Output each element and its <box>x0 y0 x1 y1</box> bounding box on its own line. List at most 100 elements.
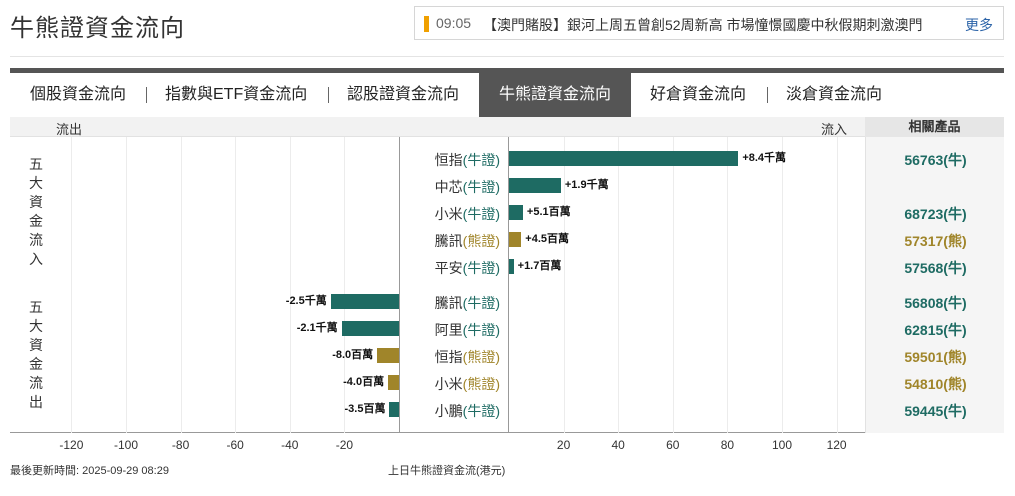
related-product-link[interactable]: 59445(牛) <box>904 403 967 419</box>
cbbc-type-tag: (熊證) <box>462 349 500 365</box>
flow-bar <box>509 259 514 274</box>
side-label-char: 資 <box>29 194 43 210</box>
x-tick-label: -40 <box>281 438 299 452</box>
side-label-char: 資 <box>29 337 43 353</box>
last-updated: 最後更新時間: 2025-09-29 08:29 <box>10 465 169 477</box>
stock-name[interactable]: 小米(牛證) <box>435 204 500 224</box>
chart-header: 流出 流入 相關產品 <box>10 117 1004 137</box>
cbbc-type-tag: (熊證) <box>462 233 500 249</box>
stock-name[interactable]: 恒指(熊證) <box>435 347 500 367</box>
products-header: 相關產品 <box>865 117 1004 137</box>
gridline <box>235 137 237 433</box>
stock-name[interactable]: 阿里(牛證) <box>435 320 500 340</box>
tab-cbbc-flow[interactable]: 牛熊證資金流向 <box>479 73 631 117</box>
stock-name-text: 中芯 <box>434 179 463 195</box>
x-tick-label: 60 <box>666 438 680 452</box>
flow-value-label: +1.7百萬 <box>517 260 562 272</box>
stock-name-text: 阿里 <box>434 322 463 338</box>
stock-name[interactable]: 平安(牛證) <box>435 258 500 278</box>
tab-separator <box>146 87 147 103</box>
flow-value-label: -2.5千萬 <box>285 295 327 307</box>
gridline <box>672 137 674 433</box>
x-tick-label: -100 <box>113 438 139 452</box>
x-tick-label: -20 <box>335 438 354 452</box>
related-product-link[interactable]: 57317(熊) <box>904 233 967 249</box>
flow-value-label: -4.0百萬 <box>343 376 385 388</box>
gridline <box>126 137 127 433</box>
flow-bar <box>509 205 523 220</box>
related-product-link[interactable]: 57568(牛) <box>904 260 967 276</box>
stock-name-text: 恒指 <box>434 349 463 365</box>
stock-name-text: 小米 <box>434 206 463 222</box>
side-label-char: 流 <box>29 232 43 248</box>
stock-name[interactable]: 小鵬(牛證) <box>435 401 500 421</box>
side-label-char: 五 <box>29 299 43 315</box>
stock-name-text: 小鵬 <box>434 403 463 419</box>
inflow-header: 流入 <box>821 122 848 137</box>
stock-name-text: 恒指 <box>434 152 463 168</box>
flow-bar <box>509 151 739 166</box>
flow-value-label: +1.9千萬 <box>564 179 609 191</box>
flow-value-label: +8.4千萬 <box>742 152 787 164</box>
side-label-char: 金 <box>29 356 43 372</box>
cbbc-type-tag: (牛證) <box>462 260 500 276</box>
flow-chart: 五大資金流入五大資金流出 -2.5千萬 -2.1千萬 -8.0百萬 -4.0百萬 -3.5… <box>10 137 1004 433</box>
flow-value-label: +5.1百萬 <box>526 206 571 218</box>
x-tick-label: -120 <box>59 438 84 452</box>
tabs-top-border <box>10 68 1004 73</box>
flow-bar <box>509 232 522 247</box>
related-product-link[interactable]: 59501(熊) <box>904 349 967 365</box>
flow-value-label: -8.0百萬 <box>332 349 374 361</box>
gridline <box>782 137 783 433</box>
title-divider <box>10 56 1004 57</box>
flow-value-label: -2.1千萬 <box>296 322 338 334</box>
gridline <box>289 137 291 433</box>
tab-warrant-flow[interactable]: 認股證資金流向 <box>347 86 460 103</box>
x-tick-label: 40 <box>611 438 625 452</box>
x-tick-label: -80 <box>171 438 190 452</box>
side-label-char: 大 <box>29 318 43 334</box>
tab-long-flow[interactable]: 好倉資金流向 <box>650 86 747 103</box>
stock-name-text: 平安 <box>434 260 463 276</box>
stock-name[interactable]: 恒指(牛證) <box>435 150 500 170</box>
ticker-accent-bar <box>424 16 429 32</box>
stock-name-text: 騰訊 <box>434 295 463 311</box>
flow-bar <box>377 348 399 363</box>
x-tick-label: 80 <box>720 438 735 452</box>
cbbc-type-tag: (熊證) <box>462 376 500 392</box>
related-product-link[interactable]: 62815(牛) <box>904 322 967 338</box>
inflow-side-label: 五大資金流入 <box>26 155 46 269</box>
news-ticker[interactable]: 09:05 【澳門賭股】銀河上周五曾創52周新高 市場憧憬國慶中秋假期刺激澳門 … <box>414 6 1004 40</box>
stock-name[interactable]: 小米(熊證) <box>435 374 500 394</box>
tab-bar: 個股資金流向 指數與ETF資金流向 認股證資金流向 牛熊證資金流向 好倉資金流向… <box>10 73 1004 117</box>
ticker-more-link[interactable]: 更多 <box>965 17 993 33</box>
x-tick-label: 120 <box>826 438 847 452</box>
stock-name-text: 騰訊 <box>434 233 463 249</box>
related-products-panel: 56763(牛) 68723(牛) 57317(熊) 57568(牛) 56808(牛)… <box>865 137 1004 433</box>
inflow-panel: +8.4千萬 +1.9千萬 +5.1百萬 +4.5百萬 +1.7百萬 <box>509 137 865 433</box>
flow-value-label: -3.5百萬 <box>344 403 386 415</box>
tab-stock-flow[interactable]: 個股資金流向 <box>30 86 127 103</box>
stock-name[interactable]: 騰訊(牛證) <box>435 293 500 313</box>
stock-name[interactable]: 騰訊(熊證) <box>435 231 500 251</box>
side-label-char: 流 <box>29 375 43 391</box>
cbbc-type-tag: (牛證) <box>462 206 500 222</box>
gridline <box>618 137 620 433</box>
cbbc-type-tag: (牛證) <box>462 295 500 311</box>
x-axis-label: 上日牛熊證資金流(港元) <box>388 465 506 477</box>
related-product-link[interactable]: 68723(牛) <box>904 206 967 222</box>
ticker-time: 09:05 <box>436 15 472 31</box>
related-product-link[interactable]: 54810(熊) <box>904 376 967 392</box>
related-product-link[interactable]: 56763(牛) <box>904 152 967 168</box>
x-tick-label: -60 <box>226 438 244 452</box>
ticker-headline[interactable]: 【澳門賭股】銀河上周五曾創52周新高 市場憧憬國慶中秋假期刺激澳門 <box>483 17 923 33</box>
tab-index-etf-flow[interactable]: 指數與ETF資金流向 <box>165 86 308 103</box>
related-product-link[interactable]: 56808(牛) <box>904 295 967 311</box>
stock-name[interactable]: 中芯(牛證) <box>435 177 500 197</box>
page-title: 牛熊證資金流向 <box>10 15 185 42</box>
side-label-char: 金 <box>29 213 43 229</box>
flow-bar <box>388 375 399 390</box>
x-tick-label: 100 <box>771 438 793 452</box>
tab-short-flow[interactable]: 淡倉資金流向 <box>786 86 883 103</box>
gridline <box>71 137 73 433</box>
